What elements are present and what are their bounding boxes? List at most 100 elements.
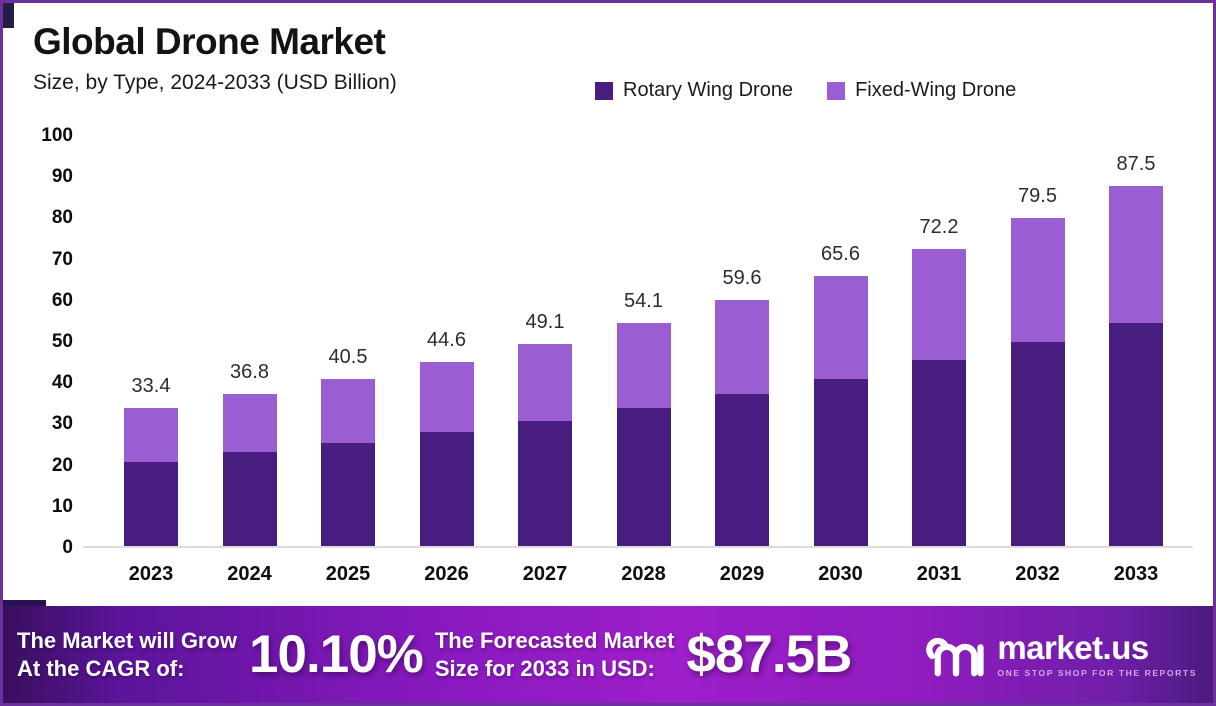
page-title: Global Drone Market	[33, 21, 386, 62]
fixed-wing-segment	[715, 300, 769, 394]
brand-tagline: ONE STOP SHOP FOR THE REPORTS	[997, 668, 1197, 678]
bar-total-label: 79.5	[1018, 185, 1057, 208]
stacked-bar	[912, 248, 966, 546]
rotary-wing-segment	[715, 393, 769, 546]
stacked-bar	[124, 408, 178, 546]
x-axis-label: 2027	[522, 563, 568, 585]
market-us-logo-icon	[926, 637, 984, 676]
x-axis-label: 2030	[818, 563, 863, 585]
rotary-wing-segment	[912, 360, 966, 546]
legend: Rotary Wing Drone Fixed-Wing Drone	[595, 79, 1016, 102]
bar-total-label: 59.6	[722, 267, 762, 290]
bar-column: 54.1 2028	[616, 134, 671, 585]
y-axis: 0 10 20 30 40 50 60 70 80 90 100	[41, 125, 1193, 558]
forecast-label-line2: Size for 2033 in USD:	[434, 655, 655, 681]
bar-column: 44.6 2026	[419, 134, 474, 585]
page-subtitle: Size, by Type, 2024-2033 (USD Billion)	[33, 71, 397, 94]
stacked-bar	[813, 275, 868, 546]
fixed-wing-segment	[813, 275, 868, 379]
bar-total-label: 44.6	[427, 329, 466, 352]
x-axis-label: 2029	[719, 563, 765, 585]
fixed-wing-segment	[222, 394, 277, 453]
fixed-wing-segment	[1109, 185, 1163, 323]
x-axis-label: 2025	[325, 563, 371, 585]
x-axis-label: 2032	[1015, 563, 1060, 585]
rotary-wing-segment	[1109, 322, 1163, 546]
cagr-label-line1: The Market will Grow	[17, 628, 238, 653]
bars-area: 33.4 2023 36.8 2024 40.5 2025 44.6 2026 49.1 2027…	[83, 134, 1193, 585]
x-axis-label: 2023	[128, 563, 174, 585]
stacked-bar	[1010, 218, 1065, 546]
bar-column: 49.1 2027	[518, 134, 572, 585]
bar-column: 72.2 2031	[912, 134, 966, 585]
stacked-bar	[1109, 185, 1163, 546]
bar-column: 79.5 2032	[1010, 134, 1065, 585]
bar-total-label: 36.8	[230, 361, 269, 384]
stacked-bar	[616, 323, 671, 546]
bar-column: 87.5 2033	[1109, 134, 1163, 585]
bar-column: 36.8 2024	[222, 134, 277, 585]
bar-column: 40.5 2025	[321, 134, 375, 585]
legend-item-rotary-wing: Rotary Wing Drone	[595, 79, 793, 102]
bar-total-label: 33.4	[131, 375, 171, 398]
bar-column: 59.6 2029	[715, 134, 769, 585]
y-axis-tick: 60	[51, 289, 73, 311]
y-axis-tick: 80	[51, 207, 73, 229]
x-axis-label: 2024	[227, 563, 272, 585]
bar-total-label: 87.5	[1116, 152, 1156, 175]
chart-header: Global Drone Market Size, by Type, 2024-…	[33, 21, 397, 95]
x-axis-label: 2033	[1113, 563, 1159, 585]
y-axis-tick: 10	[51, 495, 73, 517]
bar-total-label: 72.2	[919, 215, 959, 238]
legend-label-rotary-wing: Rotary Wing Drone	[623, 79, 794, 101]
bar-total-label: 65.6	[821, 242, 860, 265]
brand-lockup: market.us ONE STOP SHOP FOR THE REPORTS	[925, 631, 1197, 679]
brand-name: market.us	[997, 629, 1149, 666]
rotary-wing-segment	[124, 461, 178, 546]
footer-banner: The Market will Grow At the CAGR of: 10.…	[3, 606, 1213, 703]
y-axis-tick: 100	[41, 125, 73, 146]
legend-swatch-fixed-wing	[827, 81, 846, 100]
stacked-bar	[321, 379, 375, 546]
fixed-wing-segment	[1010, 218, 1065, 343]
fixed-wing-segment	[124, 408, 178, 462]
rotary-wing-segment	[616, 407, 671, 546]
forecast-label-line1: The Forecasted Market	[434, 628, 675, 653]
fixed-wing-segment	[912, 248, 966, 361]
cagr-label-line2: At the CAGR of:	[17, 655, 185, 681]
stacked-bar	[222, 394, 277, 546]
x-axis-label: 2028	[621, 563, 666, 585]
cagr-value: 10.10%	[249, 625, 424, 684]
rotary-wing-segment	[518, 420, 572, 546]
fixed-wing-segment	[419, 362, 474, 433]
y-axis-tick: 50	[51, 331, 73, 352]
bar-total-label: 49.1	[525, 310, 565, 333]
rotary-wing-segment	[1010, 342, 1065, 546]
y-axis-tick: 90	[51, 166, 73, 188]
legend-swatch-rotary-wing	[595, 81, 613, 100]
fixed-wing-segment	[616, 323, 671, 408]
bar-total-label: 40.5	[328, 346, 368, 369]
bar-total-label: 54.1	[624, 290, 663, 313]
rotary-wing-segment	[222, 452, 277, 546]
rotary-wing-segment	[813, 378, 868, 546]
bar-column: 33.4 2023	[124, 134, 178, 585]
y-axis-tick: 20	[51, 454, 73, 476]
corner-accent	[3, 3, 14, 28]
y-axis-tick: 70	[51, 248, 73, 270]
y-axis-tick: 0	[62, 537, 73, 558]
stacked-bar	[419, 362, 474, 546]
legend-item-fixed-wing: Fixed-Wing Drone	[827, 79, 1016, 102]
x-axis-label: 2026	[424, 563, 469, 585]
brand-text: market.us ONE STOP SHOP FOR THE REPORTS	[997, 631, 1197, 678]
fixed-wing-segment	[321, 379, 375, 443]
rotary-wing-segment	[419, 432, 474, 546]
fixed-wing-segment	[518, 343, 572, 421]
bar-column: 65.6 2030	[813, 134, 868, 585]
rotary-wing-segment	[321, 443, 375, 546]
y-axis-tick: 40	[51, 372, 73, 394]
forecast-label: The Forecasted Market Size for 2033 in U…	[435, 627, 675, 682]
x-axis-label: 2031	[916, 563, 962, 585]
bar-chart: 0 10 20 30 40 50 60 70 80 90 100 33.4 2023 36.8 2024 4…	[41, 125, 1193, 585]
